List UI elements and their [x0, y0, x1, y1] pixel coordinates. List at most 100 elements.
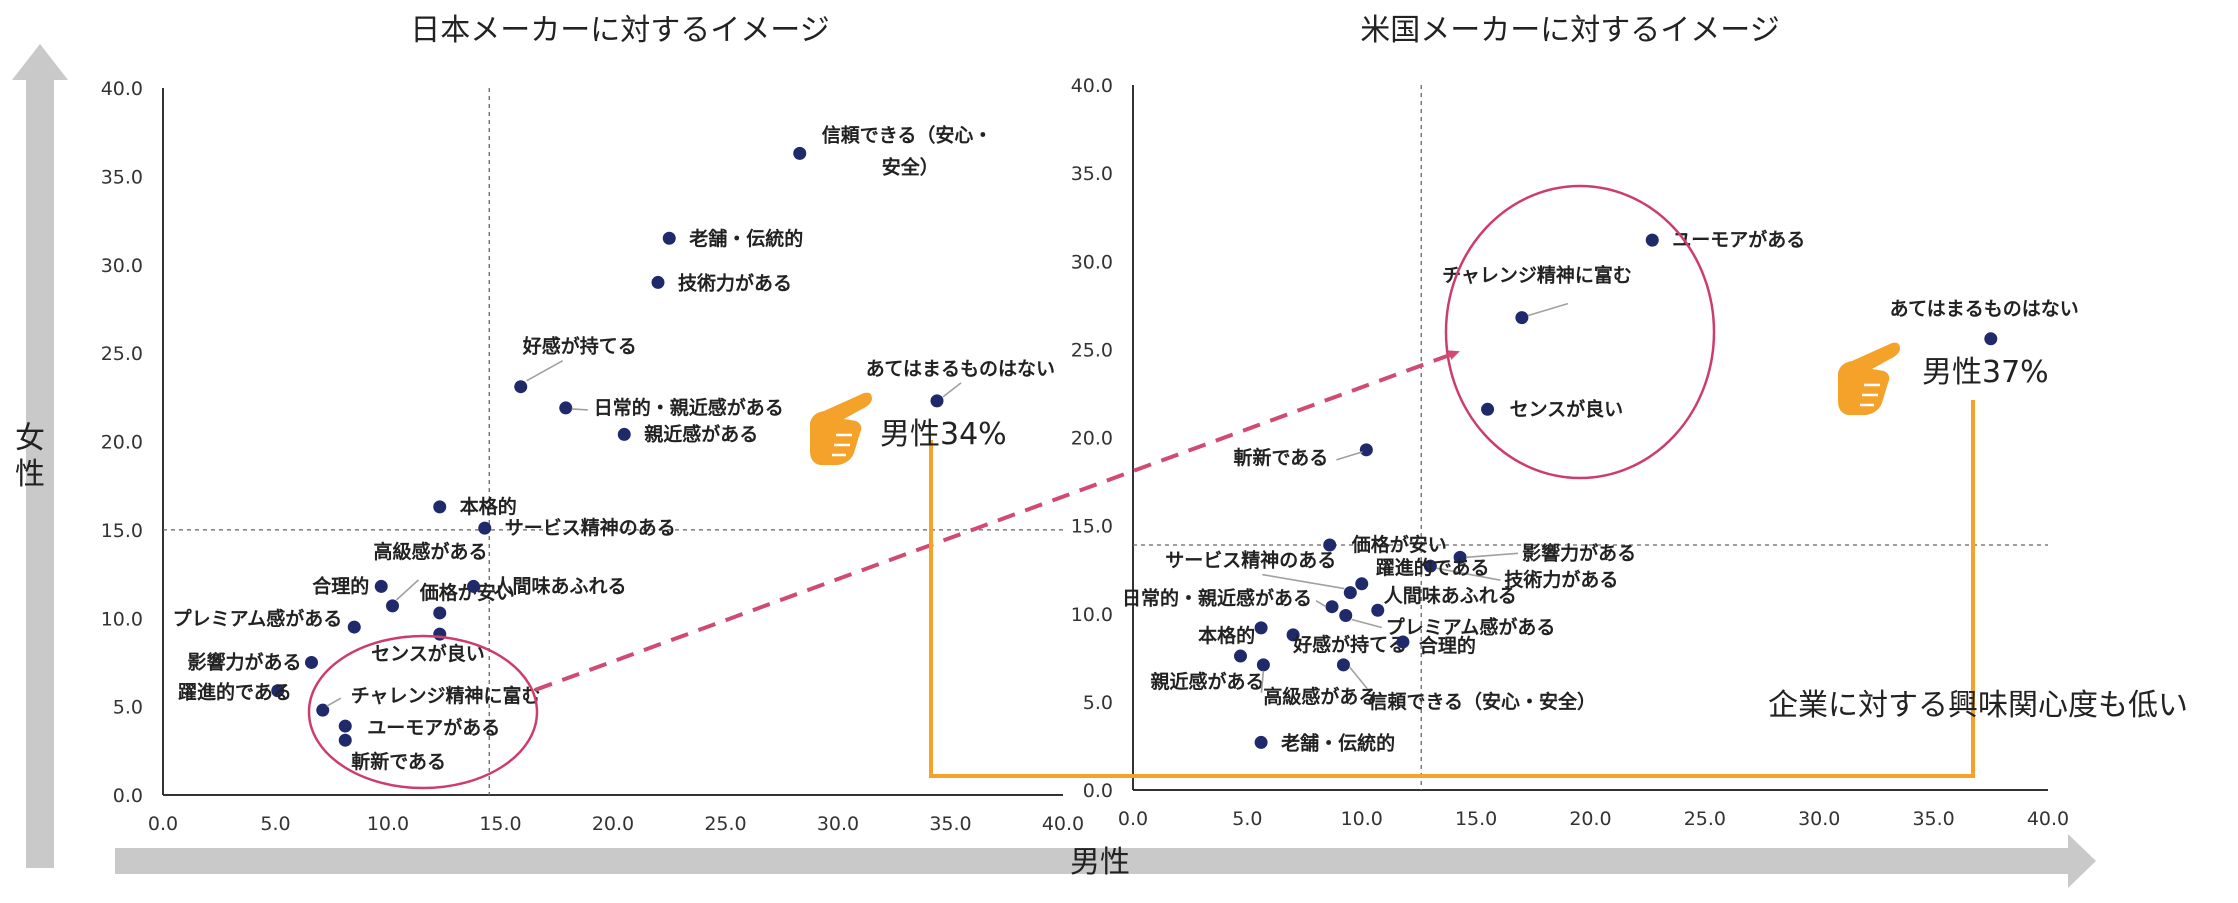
- data-point: [1984, 332, 1998, 346]
- data-point: [1396, 635, 1410, 649]
- label-leader-line: [395, 579, 420, 601]
- big-axis-arrows: 女性 男性: [12, 44, 2096, 888]
- data-point: [316, 703, 330, 717]
- x-tick-label: 10.0: [367, 813, 409, 835]
- data-point: [1359, 443, 1373, 457]
- data-point-label: 技術力がある: [678, 271, 792, 294]
- japan-chart-title: 日本メーカーに対するイメージ: [410, 13, 829, 48]
- us-maker-chart: 米国メーカーに対するイメージ 0.0 5.0 10.0 15.0 20.0 25.0 30.…: [1071, 13, 2079, 830]
- data-point: [1423, 559, 1437, 573]
- data-point-label: 人間味あふれる: [494, 575, 627, 597]
- x-tick-label: 0.0: [1118, 808, 1148, 830]
- y-tick-label: 0.0: [113, 785, 143, 807]
- x-tick-label: 25.0: [1684, 808, 1726, 830]
- data-point: [651, 275, 665, 289]
- data-point-label: センスが良い: [1510, 397, 1624, 420]
- data-point: [347, 620, 361, 634]
- data-point-label: 好感が持てる: [1292, 633, 1407, 656]
- male-axis-arrow: [115, 834, 2096, 888]
- data-point: [930, 394, 944, 408]
- y-tick-label: 15.0: [1071, 516, 1113, 538]
- data-point: [1515, 311, 1529, 325]
- y-tick-label: 35.0: [1071, 163, 1113, 185]
- japan-challenge-cluster-ellipse: [307, 634, 539, 790]
- data-point: [662, 231, 676, 245]
- data-point: [338, 719, 352, 733]
- label-leader-line: [1262, 573, 1345, 590]
- data-point: [1336, 658, 1350, 672]
- cluster-shift-arrow: [534, 350, 1460, 692]
- y-tick-label: 40.0: [101, 78, 143, 100]
- data-point-label: 合理的: [312, 574, 369, 597]
- label-leader-line: [942, 382, 962, 398]
- data-point-label: 価格が安い: [419, 581, 515, 604]
- data-point-label: 技術力がある: [1504, 568, 1618, 591]
- data-point: [559, 401, 573, 415]
- data-point-label: 老舗・伝統的: [689, 227, 803, 250]
- data-point: [467, 579, 480, 593]
- data-point: [338, 733, 352, 747]
- label-leader-line: [1336, 451, 1363, 461]
- data-point: [1254, 621, 1268, 635]
- x-tick-label: 5.0: [1232, 808, 1262, 830]
- us-challenge-cluster-ellipse: [1444, 184, 1716, 480]
- y-tick-label: 25.0: [1071, 339, 1113, 361]
- data-point-label: 斬新である: [1234, 446, 1329, 469]
- x-tick-label: 30.0: [817, 813, 859, 835]
- data-point: [271, 684, 285, 698]
- data-point-label: プレミアム感がある: [1386, 616, 1556, 639]
- us-chart-title: 米国メーカーに対するイメージ: [1360, 13, 1779, 48]
- female-axis-arrow: [12, 44, 68, 868]
- none-answer-bracket: [929, 400, 1975, 778]
- label-leader-line: [1527, 302, 1569, 317]
- data-point-label: 高級感がある: [373, 540, 487, 563]
- data-point-label: センスが良い: [371, 642, 485, 665]
- x-tick-label: 30.0: [1798, 808, 1840, 830]
- data-point: [1325, 600, 1339, 614]
- data-point-label: ユーモアがある: [1672, 228, 1805, 251]
- y-tick-label: 10.0: [1071, 604, 1113, 626]
- japan-male-none-note: 男性34%: [880, 417, 1007, 452]
- data-point: [1323, 538, 1337, 552]
- data-point-label: 躍進的である: [178, 681, 292, 704]
- data-point: [433, 627, 447, 641]
- data-point-label: 合理的: [1419, 634, 1476, 657]
- x-tick-label: 15.0: [479, 813, 521, 835]
- data-point: [617, 427, 631, 441]
- data-point-label: 躍進的である: [1376, 556, 1490, 579]
- data-point: [1645, 233, 1659, 247]
- data-point-label: 本格的: [1198, 624, 1255, 647]
- data-point-label: 人間味あふれる: [1384, 585, 1517, 607]
- x-tick-label: 35.0: [929, 813, 971, 835]
- y-tick-label: 30.0: [1071, 251, 1113, 273]
- data-point: [1286, 628, 1300, 642]
- y-tick-label: 20.0: [101, 432, 143, 454]
- label-leader-line: [1315, 600, 1327, 608]
- label-leader-line: [1466, 552, 1519, 559]
- data-point: [433, 500, 447, 514]
- label-leader-line: [326, 697, 342, 707]
- label-leader-line: [526, 360, 564, 382]
- data-point-label: サービス精神のある: [505, 516, 676, 539]
- data-point: [1371, 603, 1385, 617]
- data-point-label: チャレンジ精神に富む: [1442, 264, 1632, 287]
- pointing-hand-icon: [810, 392, 872, 465]
- data-point: [1234, 649, 1248, 663]
- data-point: [1256, 658, 1270, 672]
- data-point-label: プレミアム感がある: [173, 607, 343, 630]
- data-point: [478, 521, 492, 535]
- data-point: [793, 146, 807, 160]
- data-point: [374, 579, 388, 593]
- y-tick-label: 10.0: [101, 608, 143, 630]
- data-point-label: サービス精神のある: [1165, 549, 1336, 572]
- data-point: [1453, 550, 1467, 564]
- data-point-label: 本格的: [460, 495, 517, 518]
- data-point: [305, 655, 318, 669]
- y-tick-label: 5.0: [113, 697, 143, 719]
- label-leader-line: [1260, 670, 1265, 693]
- data-point-label: 斬新である: [351, 750, 446, 773]
- y-tick-label: 35.0: [101, 166, 143, 188]
- y-tick-label: 5.0: [1083, 692, 1113, 714]
- data-point-label: 影響力がある: [1522, 541, 1636, 564]
